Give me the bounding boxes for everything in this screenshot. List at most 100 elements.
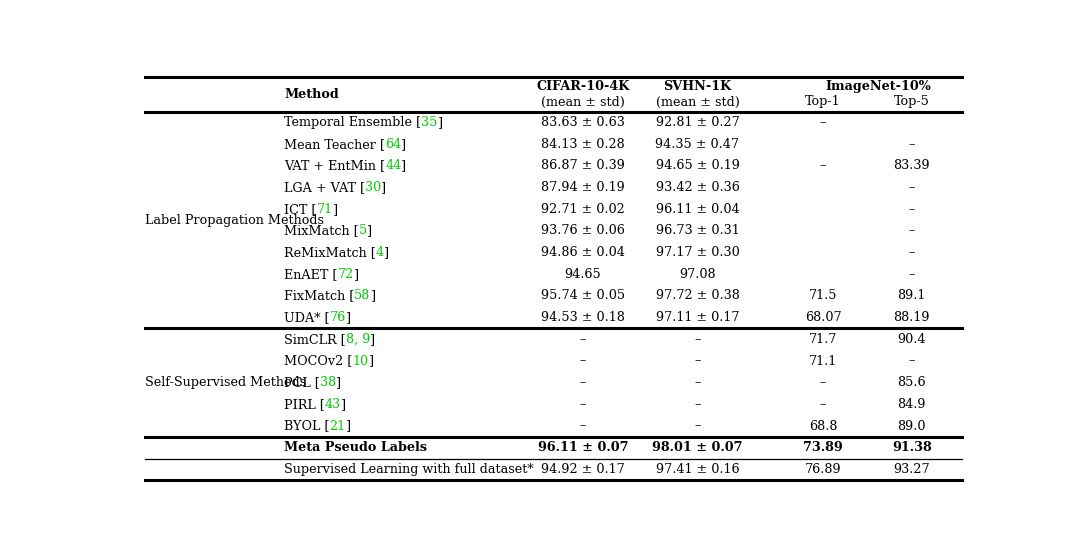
Text: MixMatch [: MixMatch [ xyxy=(284,225,359,237)
Text: UDA* [: UDA* [ xyxy=(284,311,329,324)
Text: 95.74 ± 0.05: 95.74 ± 0.05 xyxy=(541,289,625,302)
Text: 94.92 ± 0.17: 94.92 ± 0.17 xyxy=(541,463,624,476)
Text: 71.7: 71.7 xyxy=(809,333,837,346)
Text: PCL [: PCL [ xyxy=(284,376,320,389)
Text: –: – xyxy=(908,246,915,259)
Text: 35: 35 xyxy=(421,116,437,129)
Text: 85.6: 85.6 xyxy=(897,376,926,389)
Text: ]: ] xyxy=(367,225,373,237)
Text: 73.89: 73.89 xyxy=(804,441,842,454)
Text: 71.1: 71.1 xyxy=(809,354,837,368)
Text: 76.89: 76.89 xyxy=(805,463,841,476)
Text: –: – xyxy=(694,354,701,368)
Text: 38: 38 xyxy=(320,376,336,389)
Text: 94.53 ± 0.18: 94.53 ± 0.18 xyxy=(541,311,624,324)
Text: –: – xyxy=(580,354,586,368)
Text: 91.38: 91.38 xyxy=(892,441,932,454)
Text: 98.01 ± 0.07: 98.01 ± 0.07 xyxy=(652,441,743,454)
Text: Self-Supervised Methods: Self-Supervised Methods xyxy=(145,376,307,389)
Text: –: – xyxy=(580,376,586,389)
Text: 97.17 ± 0.30: 97.17 ± 0.30 xyxy=(656,246,740,259)
Text: –: – xyxy=(908,181,915,194)
Text: ]: ] xyxy=(370,289,376,302)
Text: ImageNet-10%: ImageNet-10% xyxy=(825,80,931,93)
Text: –: – xyxy=(908,268,915,281)
Text: 97.41 ± 0.16: 97.41 ± 0.16 xyxy=(656,463,740,476)
Text: BYOL [: BYOL [ xyxy=(284,420,329,433)
Text: ]: ] xyxy=(381,181,387,194)
Text: ]: ] xyxy=(346,311,351,324)
Text: 4: 4 xyxy=(376,246,384,259)
Text: 92.71 ± 0.02: 92.71 ± 0.02 xyxy=(541,203,624,216)
Text: ]: ] xyxy=(336,376,341,389)
Text: ]: ] xyxy=(402,160,406,172)
Text: 30: 30 xyxy=(365,181,381,194)
Text: 44: 44 xyxy=(386,160,402,172)
Text: 94.86 ± 0.04: 94.86 ± 0.04 xyxy=(541,246,624,259)
Text: ]: ] xyxy=(333,203,338,216)
Text: 89.1: 89.1 xyxy=(897,289,926,302)
Text: 83.63 ± 0.63: 83.63 ± 0.63 xyxy=(541,116,624,129)
Text: ReMixMatch [: ReMixMatch [ xyxy=(284,246,376,259)
Text: –: – xyxy=(580,420,586,433)
Text: –: – xyxy=(820,376,826,389)
Text: 93.27: 93.27 xyxy=(893,463,930,476)
Text: –: – xyxy=(820,398,826,411)
Text: 97.11 ± 0.17: 97.11 ± 0.17 xyxy=(656,311,739,324)
Text: ]: ] xyxy=(384,246,389,259)
Text: (mean ± std): (mean ± std) xyxy=(656,95,740,108)
Text: 96.11 ± 0.04: 96.11 ± 0.04 xyxy=(656,203,740,216)
Text: SimCLR [: SimCLR [ xyxy=(284,333,346,346)
Text: ]: ] xyxy=(402,138,406,151)
Text: 94.35 ± 0.47: 94.35 ± 0.47 xyxy=(656,138,740,151)
Text: –: – xyxy=(580,333,586,346)
Text: 71: 71 xyxy=(316,203,333,216)
Text: SVHN-1K: SVHN-1K xyxy=(663,80,731,93)
Text: ]: ] xyxy=(368,354,374,368)
Text: Supervised Learning with full dataset*: Supervised Learning with full dataset* xyxy=(284,463,534,476)
Text: –: – xyxy=(694,376,701,389)
Text: 10: 10 xyxy=(352,354,368,368)
Text: Temporal Ensemble [: Temporal Ensemble [ xyxy=(284,116,421,129)
Text: 94.65 ± 0.19: 94.65 ± 0.19 xyxy=(656,160,740,172)
Text: LGA + VAT [: LGA + VAT [ xyxy=(284,181,365,194)
Text: –: – xyxy=(908,354,915,368)
Text: –: – xyxy=(908,225,915,237)
Text: –: – xyxy=(908,138,915,151)
Text: Top-1: Top-1 xyxy=(806,95,841,108)
Text: 83.39: 83.39 xyxy=(893,160,930,172)
Text: 94.65: 94.65 xyxy=(565,268,602,281)
Text: 64: 64 xyxy=(384,138,402,151)
Text: 97.08: 97.08 xyxy=(679,268,716,281)
Text: 43: 43 xyxy=(325,398,341,411)
Text: 93.42 ± 0.36: 93.42 ± 0.36 xyxy=(656,181,740,194)
Text: FixMatch [: FixMatch [ xyxy=(284,289,354,302)
Text: 84.13 ± 0.28: 84.13 ± 0.28 xyxy=(541,138,624,151)
Text: 86.87 ± 0.39: 86.87 ± 0.39 xyxy=(541,160,624,172)
Text: 58: 58 xyxy=(354,289,370,302)
Text: ]: ] xyxy=(341,398,347,411)
Text: 90.4: 90.4 xyxy=(897,333,926,346)
Text: –: – xyxy=(694,420,701,433)
Text: 21: 21 xyxy=(329,420,346,433)
Text: EnAET [: EnAET [ xyxy=(284,268,337,281)
Text: 5: 5 xyxy=(359,225,367,237)
Text: 92.81 ± 0.27: 92.81 ± 0.27 xyxy=(656,116,740,129)
Text: –: – xyxy=(694,398,701,411)
Text: 89.0: 89.0 xyxy=(897,420,926,433)
Text: 72: 72 xyxy=(337,268,354,281)
Text: ]: ] xyxy=(370,333,375,346)
Text: –: – xyxy=(820,116,826,129)
Text: Mean Teacher [: Mean Teacher [ xyxy=(284,138,384,151)
Text: 97.72 ± 0.38: 97.72 ± 0.38 xyxy=(656,289,740,302)
Text: 71.5: 71.5 xyxy=(809,289,837,302)
Text: 96.11 ± 0.07: 96.11 ± 0.07 xyxy=(538,441,629,454)
Text: ICT [: ICT [ xyxy=(284,203,316,216)
Text: Label Propagation Methods: Label Propagation Methods xyxy=(145,214,324,227)
Text: 68.8: 68.8 xyxy=(809,420,837,433)
Text: (mean ± std): (mean ± std) xyxy=(541,95,624,108)
Text: 88.19: 88.19 xyxy=(893,311,930,324)
Text: –: – xyxy=(820,160,826,172)
Text: 8, 9: 8, 9 xyxy=(346,333,370,346)
Text: MOCOv2 [: MOCOv2 [ xyxy=(284,354,352,368)
